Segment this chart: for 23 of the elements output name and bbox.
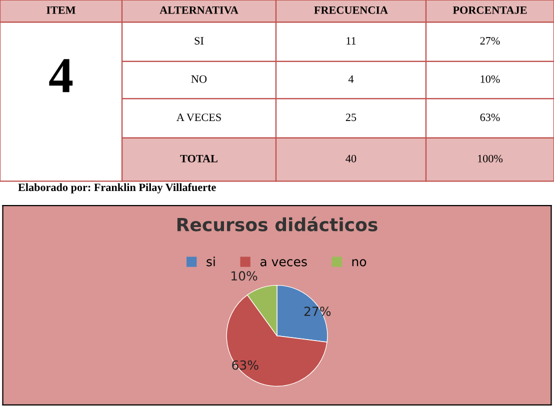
text: 100%	[478, 154, 503, 162]
category-label: ITEM	[46, 6, 76, 14]
legend-label: no	[352, 259, 366, 266]
text: 27%	[480, 37, 500, 45]
legend-label: si	[206, 256, 215, 266]
text: 4	[49, 59, 73, 92]
text: NO	[191, 75, 207, 83]
chart-title: Recursos didácticos	[177, 216, 378, 232]
category-label: FRECUENCIA	[314, 6, 388, 14]
text: Elaborado por: Franklin Pilay Villafuerte	[18, 183, 216, 194]
text: 40	[346, 154, 356, 162]
text: 4	[348, 75, 354, 83]
text: 25	[346, 114, 356, 122]
legend-label: a veces	[260, 259, 307, 266]
text: SI	[194, 37, 204, 45]
text: 63%	[480, 114, 500, 122]
text: 11	[346, 37, 356, 44]
category-label: PORCENTAJE	[452, 6, 527, 14]
text: A VECES	[176, 114, 221, 122]
data-label: 10%	[231, 271, 258, 281]
category-label: ALTERNATIVA	[160, 6, 238, 14]
text: 10%	[480, 75, 500, 83]
text: TOTAL	[180, 154, 218, 162]
